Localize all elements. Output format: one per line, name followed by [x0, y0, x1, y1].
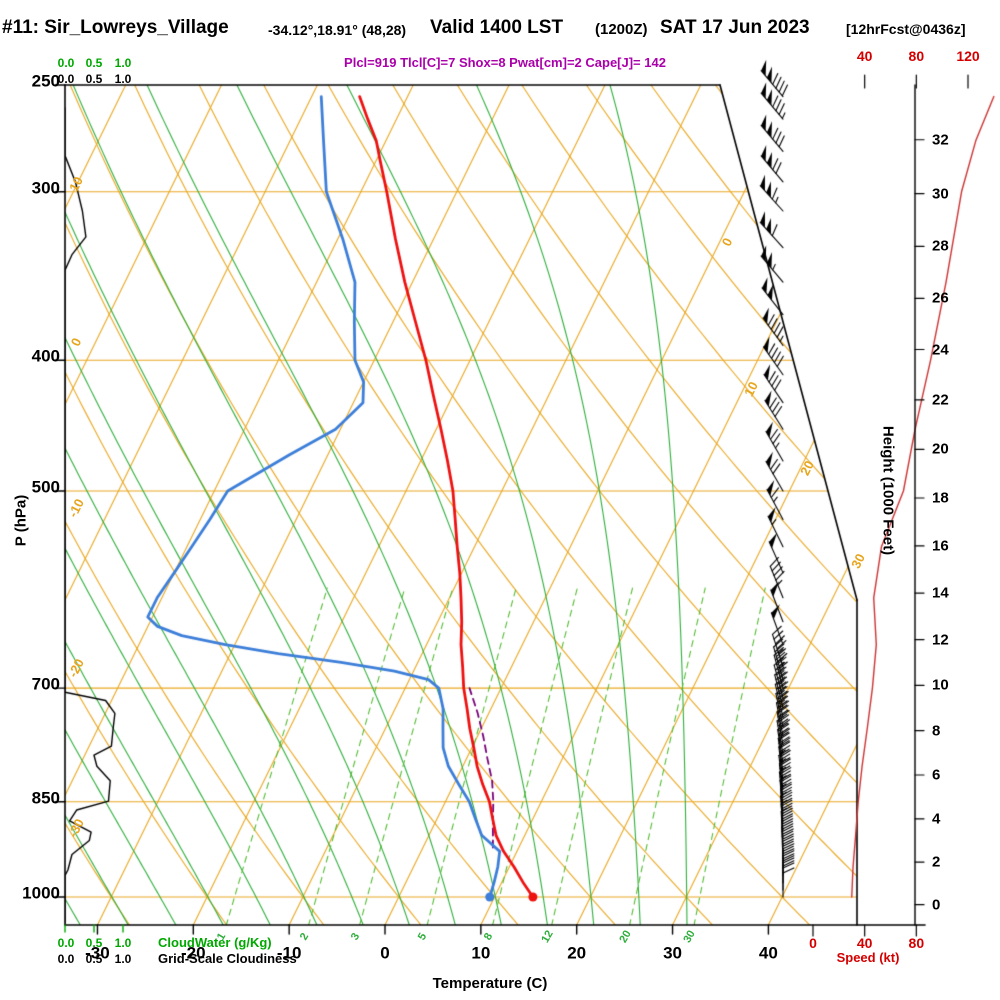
height-tick-12: 12 — [932, 631, 949, 649]
speed-bottom-tick-80: 80 — [908, 935, 925, 951]
cloudwater-scale-title: CloudWater (g/Kg) — [158, 935, 272, 950]
temp-tick-30: 30 — [663, 943, 683, 963]
temp-tick-0: 0 — [380, 943, 390, 963]
temperature-axis-title: Temperature (C) — [432, 975, 548, 992]
height-axis-title: Height (1000 Feet) — [879, 425, 897, 556]
height-tick-22: 22 — [932, 391, 949, 409]
height-tick-16: 16 — [932, 537, 949, 555]
gridscale-scale-top-1.0: 1.0 — [114, 72, 132, 86]
speed-top-tick-40: 40 — [856, 48, 873, 64]
height-tick-10: 10 — [932, 676, 949, 694]
gridscale-scale-top-0.5: 0.5 — [85, 72, 103, 86]
pressure-tick-1000: 1000 — [22, 883, 60, 903]
pressure-axis-title: P (hPa) — [12, 494, 30, 547]
cloudwater-scale-top-1.0: 1.0 — [114, 56, 132, 70]
gridscale-scale-bottom-1.0: 1.0 — [114, 952, 132, 966]
pressure-tick-500: 500 — [31, 477, 60, 497]
station-title: #11: Sir_Lowreys_Village — [2, 17, 229, 38]
height-tick-2: 2 — [932, 853, 941, 871]
forecast-run-info: [12hrFcst@0436z] — [846, 21, 966, 37]
station-coordinates: -34.12°,18.91° (48,28) — [268, 22, 407, 38]
height-tick-14: 14 — [932, 584, 949, 602]
temp-tick--10: -10 — [276, 943, 302, 963]
height-tick-30: 30 — [932, 185, 949, 203]
speed-axis-title: Speed (kt) — [836, 950, 900, 965]
valid-date: SAT 17 Jun 2023 — [660, 17, 810, 38]
height-tick-20: 20 — [932, 440, 949, 458]
height-tick-26: 26 — [932, 289, 949, 307]
cloudwater-scale-bottom-0.5: 0.5 — [85, 936, 103, 950]
cloudwater-scale-top-0.5: 0.5 — [85, 56, 103, 70]
cloudwater-scale-bottom-1.0: 1.0 — [114, 936, 132, 950]
height-tick-32: 32 — [932, 131, 949, 149]
pressure-tick-250: 250 — [31, 71, 60, 91]
pressure-tick-850: 850 — [31, 788, 60, 808]
temp-tick-20: 20 — [567, 943, 587, 963]
gridscale-scale-top-0.0: 0.0 — [57, 72, 75, 86]
gridscale-scale-bottom-0.0: 0.0 — [57, 952, 75, 966]
cloudwater-scale-bottom-0.0: 0.0 — [57, 936, 75, 950]
speed-bottom-tick-40: 40 — [856, 935, 873, 951]
speed-bottom-tick-0: 0 — [809, 935, 817, 951]
gridscale-cloudiness-title: Grid-Scale Cloudiness — [158, 951, 297, 966]
valid-time-utc: (1200Z) — [595, 21, 648, 38]
temp-tick--30: -30 — [85, 943, 110, 963]
temp-tick--20: -20 — [181, 943, 206, 963]
gridscale-scale-bottom-0.5: 0.5 — [85, 952, 103, 966]
speed-top-tick-120: 120 — [956, 48, 980, 64]
temp-tick-10: 10 — [471, 943, 491, 963]
height-tick-18: 18 — [932, 489, 949, 507]
height-tick-28: 28 — [932, 237, 949, 255]
speed-top-tick-80: 80 — [908, 48, 925, 64]
height-tick-6: 6 — [932, 766, 941, 784]
height-tick-0: 0 — [932, 896, 941, 914]
cloudwater-scale-top-0.0: 0.0 — [57, 56, 75, 70]
sounding-indices-annotation: Plcl=919 Tlcl[C]=7 Shox=8 Pwat[cm]=2 Cap… — [344, 55, 666, 70]
pressure-tick-400: 400 — [31, 346, 60, 366]
pressure-tick-700: 700 — [31, 674, 60, 694]
height-tick-8: 8 — [932, 722, 941, 740]
valid-time: Valid 1400 LST — [430, 17, 564, 38]
height-tick-4: 4 — [932, 810, 941, 828]
pressure-tick-300: 300 — [31, 178, 60, 198]
height-tick-24: 24 — [932, 341, 949, 359]
temp-tick-40: 40 — [758, 943, 778, 963]
